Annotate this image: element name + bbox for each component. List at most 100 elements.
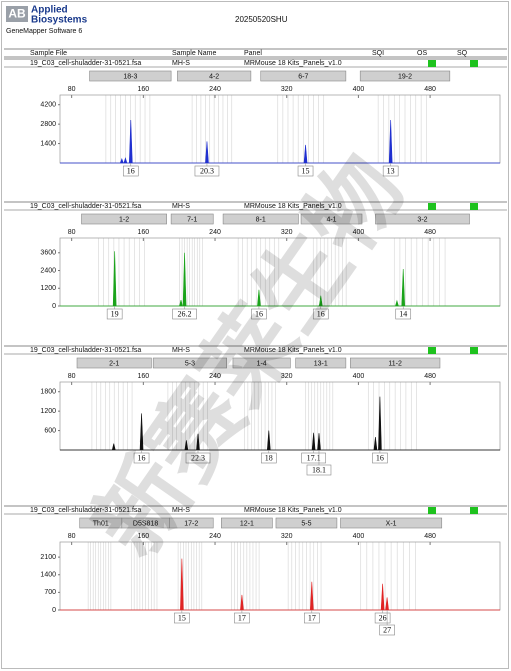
allele-label: 14 [399, 309, 407, 318]
marker-label: X-1 [386, 520, 397, 527]
column-header: Sample File [30, 50, 67, 57]
peak [179, 300, 183, 307]
y-tick-label: 4200 [40, 102, 56, 109]
allele-label: 16 [138, 453, 146, 462]
allele-box [382, 165, 399, 177]
marker-label: 13-1 [314, 360, 328, 367]
allele-label: 13 [387, 166, 395, 175]
y-tick-label: 700 [44, 589, 56, 596]
allele-box [174, 612, 190, 624]
status-indicator [428, 507, 436, 514]
allele-box [185, 452, 211, 464]
y-tick-label: 2100 [40, 554, 56, 561]
peak [184, 440, 189, 451]
y-tick-label: 1400 [40, 140, 56, 147]
allele-label: 15 [178, 613, 186, 622]
marker-bar [221, 517, 273, 529]
x-tick-label: 240 [209, 533, 221, 540]
column-header: Panel [244, 50, 262, 57]
logo-line: Applied [31, 5, 68, 16]
peak [111, 443, 116, 451]
allele-box [194, 165, 220, 177]
marker-bar [81, 213, 167, 225]
allele-label: 17.1 [307, 453, 321, 462]
allele-label: 18 [265, 453, 273, 462]
x-tick-label: 160 [137, 229, 149, 236]
x-tick-label: 480 [424, 86, 436, 93]
plot-frame [59, 94, 501, 164]
peak [380, 583, 385, 611]
x-tick-label: 400 [353, 533, 365, 540]
allele-label: 20.3 [200, 166, 214, 175]
peak [373, 437, 378, 451]
allele-label: 17 [238, 613, 246, 622]
plot-frame [59, 541, 501, 611]
marker-bar [232, 357, 291, 369]
y-tick-label: 2400 [40, 267, 56, 274]
peak [318, 295, 323, 307]
x-tick-label: 80 [68, 229, 76, 236]
peak [182, 252, 187, 307]
x-tick-label: 240 [209, 86, 221, 93]
peak [240, 594, 244, 611]
allele-box [306, 464, 332, 476]
sample-file: 19_C03_cell-shuladder-31-0521.fsa [30, 203, 141, 210]
marker-bar [340, 517, 443, 529]
peak [388, 119, 393, 164]
x-tick-label: 320 [281, 373, 293, 380]
peak [180, 558, 184, 611]
peak [112, 251, 117, 307]
column-header: Sample Name [172, 50, 216, 57]
software-name: GeneMapper Software 6 [6, 28, 82, 35]
logo-line: Biosystems [31, 15, 88, 26]
allele-box [122, 165, 139, 177]
logo-box [6, 6, 28, 22]
x-tick-label: 160 [137, 86, 149, 93]
column-header: OS [417, 50, 427, 57]
x-tick-label: 400 [353, 229, 365, 236]
peak [378, 396, 382, 451]
x-tick-label: 80 [68, 533, 76, 540]
status-indicator [470, 507, 478, 514]
y-tick-label: 600 [44, 427, 56, 434]
report-title: 20250520SHU [235, 15, 288, 24]
logo-mark: AB [8, 7, 26, 21]
column-header: SQI [372, 50, 384, 57]
marker-label: 5-3 [185, 360, 195, 367]
allele-box [260, 452, 277, 464]
allele-box [372, 452, 388, 464]
marker-bar [350, 357, 441, 369]
allele-label: 19 [111, 309, 119, 318]
x-tick-label: 80 [68, 86, 76, 93]
x-tick-label: 400 [353, 373, 365, 380]
sample-file: 19_C03_cell-shuladder-31-0521.fsa [30, 60, 141, 67]
y-tick-label: 0 [52, 607, 56, 614]
status-indicator [470, 347, 478, 354]
status-indicator [428, 60, 436, 67]
x-tick-label: 480 [424, 533, 436, 540]
allele-label: 16 [376, 453, 384, 462]
peak [120, 157, 124, 164]
marker-bar [169, 517, 214, 529]
marker-label: 12-1 [240, 520, 254, 527]
marker-bar [375, 213, 470, 225]
allele-box [301, 452, 326, 464]
y-tick-label: 1200 [40, 285, 56, 292]
y-tick-label: 3600 [40, 250, 56, 257]
peak [395, 299, 399, 307]
allele-box [379, 624, 395, 636]
allele-box [304, 612, 320, 624]
marker-label: 1-2 [119, 216, 129, 223]
peak [401, 269, 406, 307]
marker-label: D5S818 [133, 520, 158, 527]
marker-bar [177, 70, 252, 82]
marker-label: 4-1 [326, 216, 336, 223]
y-tick-label: 1400 [40, 572, 56, 579]
peak [128, 119, 133, 164]
allele-label: 27 [383, 625, 391, 634]
peak [311, 432, 316, 451]
allele-label: 16 [317, 309, 325, 318]
sample-file: 19_C03_cell-shuladder-31-0521.fsa [30, 347, 141, 354]
